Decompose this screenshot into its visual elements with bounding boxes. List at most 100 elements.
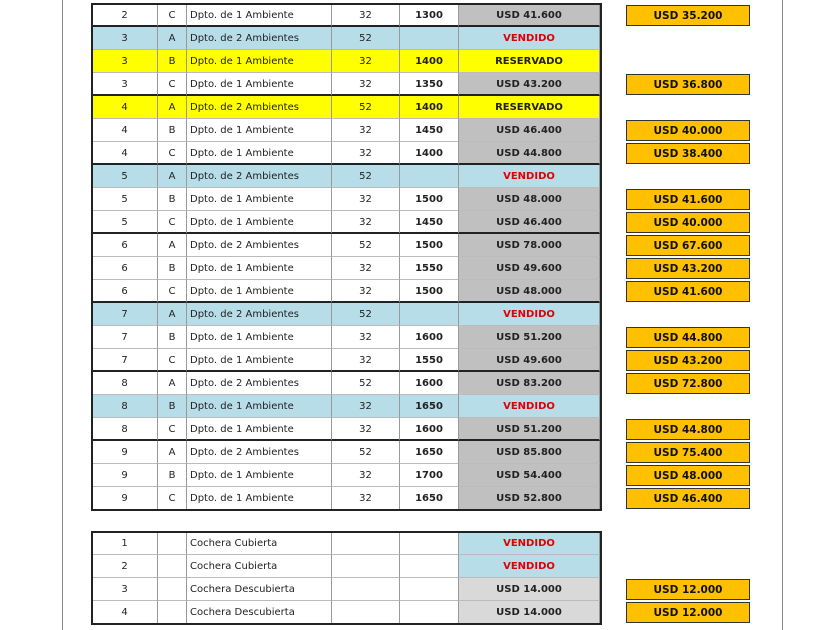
price-cell: VENDIDO [459, 532, 600, 555]
floor-cell: 3 [92, 50, 158, 73]
price-m2-cell [400, 27, 459, 50]
price-cell: RESERVADO [459, 96, 600, 119]
type-cell: Dpto. de 2 Ambientes [187, 96, 332, 119]
unit-cell: C [158, 73, 187, 96]
discount-price: USD 12.000 [626, 602, 750, 623]
price-cell: VENDIDO [459, 555, 600, 578]
area-cell: 52 [332, 303, 400, 326]
area-cell: 52 [332, 441, 400, 464]
type-cell: Dpto. de 1 Ambiente [187, 142, 332, 165]
unit-cell: C [158, 280, 187, 303]
area-cell: 32 [332, 211, 400, 234]
price-m2-cell: 1500 [400, 234, 459, 257]
area-cell: 52 [332, 234, 400, 257]
floor-cell: 5 [92, 188, 158, 211]
unit-cell: A [158, 27, 187, 50]
floor-cell: 7 [92, 303, 158, 326]
type-cell: Dpto. de 1 Ambiente [187, 4, 332, 27]
type-cell: Dpto. de 1 Ambiente [187, 395, 332, 418]
type-cell: Dpto. de 1 Ambiente [187, 349, 332, 372]
discount-price: USD 44.800 [626, 327, 750, 348]
area-cell: 52 [332, 165, 400, 188]
type-cell: Dpto. de 2 Ambientes [187, 234, 332, 257]
floor-cell: 6 [92, 234, 158, 257]
price-cell: USD 83.200 [459, 372, 600, 395]
price-m2-cell: 1300 [400, 4, 459, 27]
price-m2-cell: 1650 [400, 441, 459, 464]
unit-cell [158, 555, 187, 578]
area-cell [332, 532, 400, 555]
price-cell: USD 78.000 [459, 234, 600, 257]
price-m2-cell: 1400 [400, 142, 459, 165]
discount-price: USD 41.600 [626, 189, 750, 210]
unit-cell: A [158, 372, 187, 395]
unit-cell: A [158, 303, 187, 326]
price-cell: USD 48.000 [459, 280, 600, 303]
area-cell [332, 555, 400, 578]
discount-price: USD 12.000 [626, 579, 750, 600]
unit-cell: B [158, 188, 187, 211]
floor-cell: 7 [92, 349, 158, 372]
floor-cell: 4 [92, 142, 158, 165]
type-cell: Dpto. de 1 Ambiente [187, 326, 332, 349]
area-cell: 32 [332, 73, 400, 96]
unit-cell: B [158, 257, 187, 280]
price-m2-cell: 1600 [400, 418, 459, 441]
type-cell: Dpto. de 1 Ambiente [187, 119, 332, 142]
floor-cell: 5 [92, 165, 158, 188]
floor-cell: 9 [92, 464, 158, 487]
price-cell: USD 51.200 [459, 326, 600, 349]
type-cell: Dpto. de 2 Ambientes [187, 165, 332, 188]
price-m2-cell [400, 555, 459, 578]
price-cell: USD 44.800 [459, 142, 600, 165]
area-cell: 52 [332, 96, 400, 119]
price-cell: USD 46.400 [459, 211, 600, 234]
unit-cell: C [158, 4, 187, 27]
price-cell: USD 48.000 [459, 188, 600, 211]
type-cell: Dpto. de 1 Ambiente [187, 257, 332, 280]
area-cell: 32 [332, 280, 400, 303]
floor-cell: 7 [92, 326, 158, 349]
unit-cell: C [158, 418, 187, 441]
floor-cell: 9 [92, 441, 158, 464]
unit-cell: B [158, 326, 187, 349]
floor-cell: 6 [92, 280, 158, 303]
area-cell: 32 [332, 50, 400, 73]
price-cell: VENDIDO [459, 395, 600, 418]
unit-cell: A [158, 96, 187, 119]
floor-cell: 3 [92, 73, 158, 96]
area-cell [332, 578, 400, 601]
discount-price: USD 40.000 [626, 120, 750, 141]
type-cell: Cochera Cubierta [187, 532, 332, 555]
unit-cell: C [158, 142, 187, 165]
type-cell: Cochera Descubierta [187, 578, 332, 601]
unit-cell: B [158, 395, 187, 418]
floor-cell: 8 [92, 395, 158, 418]
floor-cell: 4 [92, 96, 158, 119]
discount-price: USD 48.000 [626, 465, 750, 486]
discount-price: USD 44.800 [626, 419, 750, 440]
area-cell: 32 [332, 119, 400, 142]
type-cell: Dpto. de 2 Ambientes [187, 441, 332, 464]
floor-cell: 2 [92, 4, 158, 27]
table-border [91, 3, 602, 511]
floor-cell: 6 [92, 257, 158, 280]
price-m2-cell: 1450 [400, 211, 459, 234]
type-cell: Dpto. de 1 Ambiente [187, 188, 332, 211]
floor-cell: 2 [92, 555, 158, 578]
unit-cell: C [158, 349, 187, 372]
unit-cell: A [158, 234, 187, 257]
unit-cell: A [158, 441, 187, 464]
price-m2-cell [400, 578, 459, 601]
type-cell: Dpto. de 1 Ambiente [187, 50, 332, 73]
page-border [782, 0, 783, 630]
price-cell: VENDIDO [459, 303, 600, 326]
area-cell: 52 [332, 27, 400, 50]
price-m2-cell: 1600 [400, 326, 459, 349]
price-cell: USD 54.400 [459, 464, 600, 487]
area-cell: 32 [332, 349, 400, 372]
price-m2-cell: 1500 [400, 280, 459, 303]
type-cell: Cochera Cubierta [187, 555, 332, 578]
area-cell: 32 [332, 188, 400, 211]
